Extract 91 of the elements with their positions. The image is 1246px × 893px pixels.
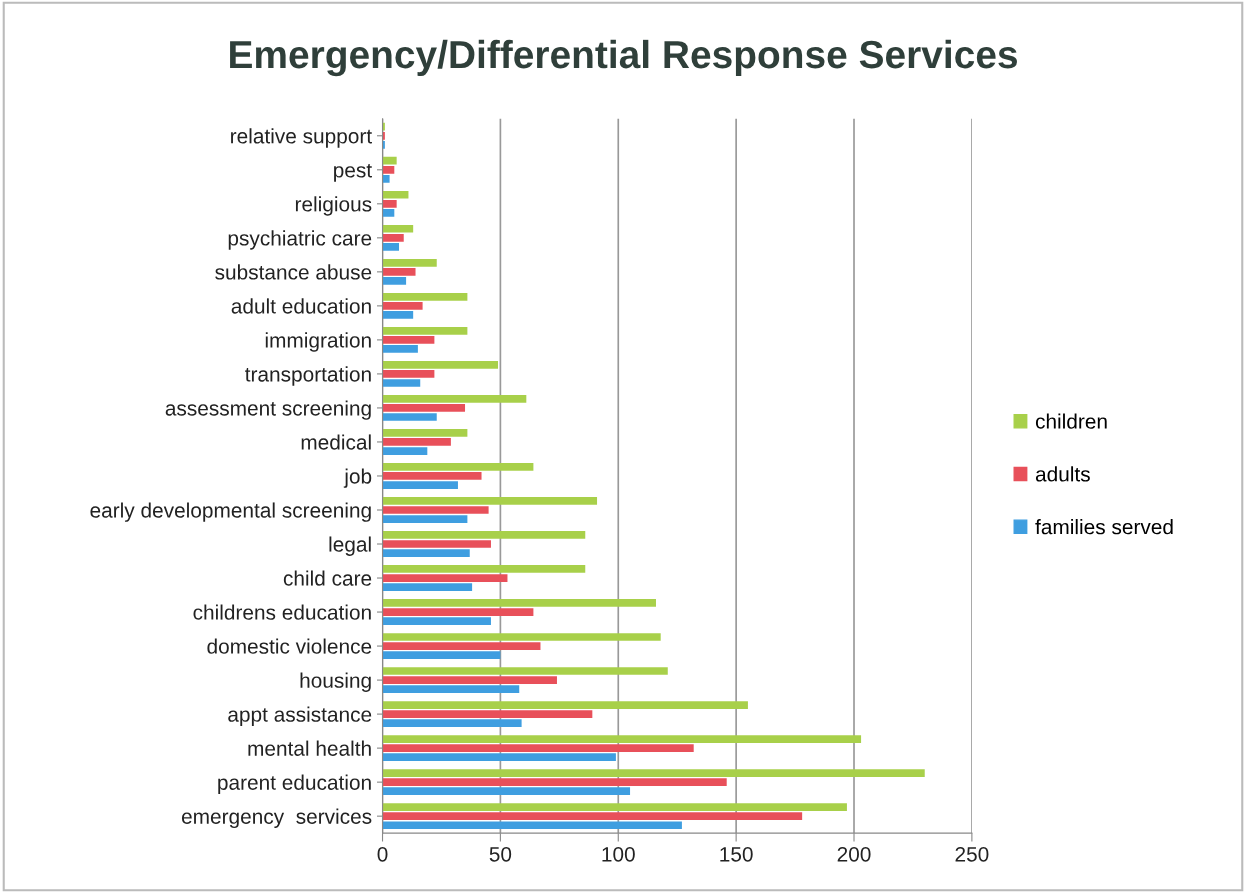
legend-label: children <box>1035 413 1107 429</box>
x-tick-label: 200 <box>837 846 871 862</box>
bar <box>382 156 397 165</box>
bar <box>382 429 468 437</box>
bar <box>382 744 694 752</box>
y-tick-label: assessment screening <box>165 400 371 420</box>
bar <box>382 311 414 319</box>
bar <box>382 438 451 446</box>
y-tick-label: early developmental screening <box>90 502 371 522</box>
bar <box>382 199 397 208</box>
bar <box>382 233 404 242</box>
bar <box>382 175 390 183</box>
bar <box>382 360 499 369</box>
bar <box>382 379 421 387</box>
bar <box>382 292 468 301</box>
y-tick-label: psychiatric care <box>228 230 372 250</box>
bar <box>382 608 534 616</box>
bar <box>382 268 416 276</box>
bar <box>382 404 466 412</box>
y-tick-label: mental health <box>248 740 371 756</box>
bar <box>382 540 491 548</box>
bar <box>382 497 598 505</box>
bar <box>382 574 508 582</box>
bar <box>382 258 437 267</box>
y-tick-label: domestic violence <box>207 638 372 654</box>
bar <box>382 395 527 403</box>
bar <box>382 599 656 607</box>
y-tick-label: emergency services <box>181 808 372 829</box>
bar <box>382 685 520 694</box>
bar <box>382 190 409 199</box>
x-tick-label: 250 <box>955 846 989 862</box>
bar <box>382 224 414 233</box>
y-tick-label: child care <box>283 570 372 586</box>
bar <box>382 277 407 285</box>
y-tick-label: transportation <box>245 366 371 386</box>
x-tick-label: 150 <box>720 846 753 862</box>
x-tick-label: 100 <box>602 846 635 862</box>
x-tick-label: 0 <box>377 846 388 862</box>
bar <box>382 642 541 650</box>
y-tick-label: pest <box>334 163 372 182</box>
bar <box>382 336 435 344</box>
y-tick-label: parent education <box>218 774 371 795</box>
y-tick-label: appt assistance <box>228 706 372 726</box>
bar <box>382 345 418 353</box>
bar <box>382 812 803 821</box>
bar <box>382 710 593 718</box>
bar <box>382 753 616 762</box>
bar <box>382 243 400 251</box>
bar <box>382 735 862 743</box>
y-tick-label: relative support <box>231 128 372 148</box>
bar <box>382 821 682 830</box>
bar <box>382 667 668 675</box>
bar <box>382 531 586 539</box>
y-tick-label: childrens education <box>193 604 371 620</box>
bar <box>382 506 489 514</box>
bar <box>382 565 586 573</box>
bar <box>382 447 428 455</box>
y-tick-label: substance abuse <box>215 264 372 280</box>
y-tick-label: adult education <box>231 298 371 314</box>
bar <box>382 778 727 786</box>
bar <box>382 787 631 796</box>
bar <box>382 472 482 480</box>
y-tick-label: religious <box>295 196 372 216</box>
y-tick-label: medical <box>301 434 371 450</box>
bar <box>382 769 925 777</box>
x-tick-label: 50 <box>489 846 512 862</box>
y-tick-label: legal <box>329 536 371 556</box>
bar <box>382 803 847 811</box>
bar <box>382 549 470 557</box>
bar <box>382 413 437 421</box>
bar <box>382 583 473 591</box>
y-tick-label: immigration <box>265 332 371 352</box>
bar <box>382 209 395 217</box>
bar <box>382 515 468 523</box>
bar <box>382 676 557 684</box>
bar <box>382 165 395 174</box>
bar <box>382 370 435 378</box>
bar <box>382 302 423 310</box>
bar <box>382 481 458 489</box>
bar <box>382 633 661 641</box>
bar <box>382 701 748 709</box>
y-tick-label: job <box>343 468 372 488</box>
chart-title: Emergency/Differential Response Services <box>230 39 1017 77</box>
bar <box>382 326 468 335</box>
bar <box>382 719 522 728</box>
bar <box>382 617 491 625</box>
legend-label: adults <box>1035 466 1090 482</box>
y-tick-label: housing <box>300 672 371 692</box>
bar <box>382 651 501 659</box>
bar <box>382 463 534 471</box>
legend-label: families served <box>1035 519 1173 535</box>
